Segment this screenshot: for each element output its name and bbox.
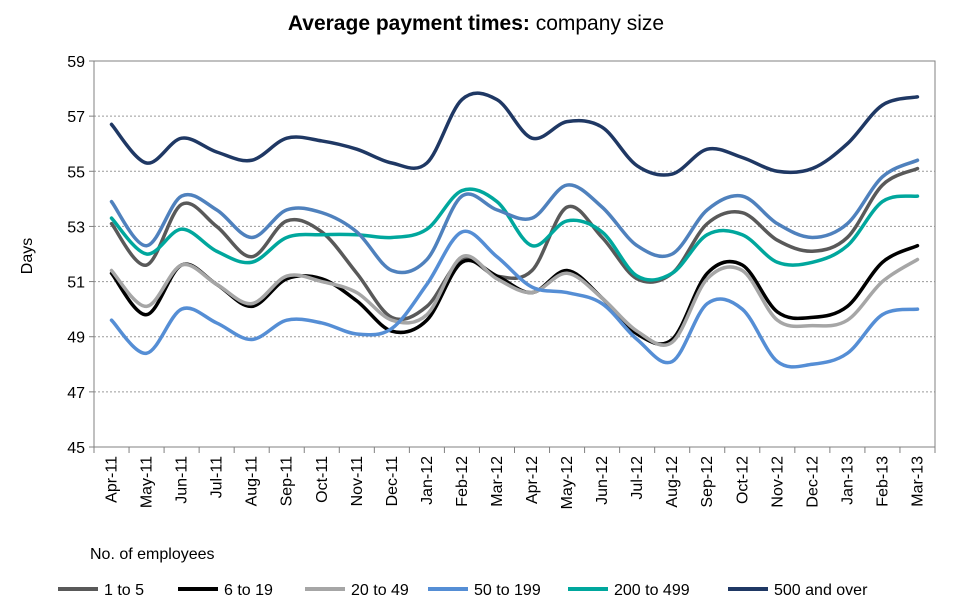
axes: 45 47 49 51 53 55 57 59 Apr-11 May-11 Jun-11 Jul-11… bbox=[67, 54, 936, 509]
x-tick-label: Jun-12 bbox=[594, 456, 611, 505]
x-tick-label: Apr-12 bbox=[524, 456, 541, 504]
y-tick-label: 51 bbox=[67, 275, 85, 292]
y-tick-label: 57 bbox=[67, 109, 85, 126]
x-tick-label: Feb-13 bbox=[874, 456, 891, 507]
y-tick-label: 59 bbox=[67, 54, 85, 71]
x-tick-label: Sep-11 bbox=[279, 456, 296, 507]
legend-label: 50 to 199 bbox=[474, 582, 541, 599]
y-tick-label: 49 bbox=[67, 330, 85, 347]
series-line-1 bbox=[109, 243, 920, 346]
series-line-0 bbox=[109, 166, 920, 322]
series-line-4 bbox=[109, 187, 920, 282]
x-tick-label: May-12 bbox=[559, 456, 576, 509]
y-tick-label: 55 bbox=[67, 164, 85, 181]
legend-item: 20 to 49 bbox=[305, 582, 409, 599]
legend-item: 6 to 19 bbox=[178, 582, 273, 599]
series-line-3 bbox=[109, 229, 920, 369]
x-tick-label: Nov-12 bbox=[769, 456, 786, 508]
x-tick-label: Mar-12 bbox=[489, 456, 506, 507]
chart-title-rest: company size bbox=[530, 12, 664, 35]
x-tick-label: Dec-12 bbox=[804, 456, 821, 508]
x-tick-label: Jan-12 bbox=[419, 456, 436, 505]
y-tick-label: 53 bbox=[67, 219, 85, 236]
x-tick-label: Mar-13 bbox=[909, 456, 926, 507]
x-tick-label: Sep-12 bbox=[699, 456, 716, 508]
y-axis-label: Days bbox=[19, 238, 36, 274]
x-tick-label: Aug-11 bbox=[244, 456, 261, 507]
legend-item: 500 and over bbox=[728, 582, 868, 599]
x-tick-label: Oct-12 bbox=[734, 456, 751, 504]
x-tick-label: May-11 bbox=[139, 456, 156, 508]
series-line-6 bbox=[109, 91, 920, 177]
x-tick-label: Apr-11 bbox=[104, 456, 121, 503]
x-tick-label: Dec-11 bbox=[384, 456, 401, 506]
legend-item: 1 to 5 bbox=[58, 582, 144, 599]
series-line-2 bbox=[109, 254, 920, 347]
legend: 1 to 5 6 to 19 20 to 49 50 to 199 200 to 499… bbox=[58, 582, 868, 599]
x-tick-label: Jul-11 bbox=[209, 456, 226, 498]
x-tick-label: Nov-11 bbox=[349, 456, 366, 506]
y-tick-label: 45 bbox=[67, 440, 85, 457]
series-lines bbox=[109, 91, 920, 369]
legend-label: 6 to 19 bbox=[224, 582, 273, 599]
legend-label: 500 and over bbox=[774, 582, 868, 599]
x-tick-label: Feb-12 bbox=[454, 456, 471, 507]
x-tick-label: Oct-11 bbox=[314, 456, 331, 503]
legend-label: 200 to 499 bbox=[614, 582, 690, 599]
legend-label: 1 to 5 bbox=[104, 582, 144, 599]
legend-label: 20 to 49 bbox=[351, 582, 409, 599]
series-line-5 bbox=[109, 158, 920, 275]
legend-item: 50 to 199 bbox=[428, 582, 541, 599]
chart-title: Average payment times: company size bbox=[288, 12, 664, 35]
x-tick-label: Jun-11 bbox=[174, 456, 191, 504]
legend-title: No. of employees bbox=[90, 546, 215, 563]
chart-title-bold: Average payment times: bbox=[288, 12, 530, 35]
y-tick-label: 47 bbox=[67, 385, 85, 402]
x-tick-label: Jan-13 bbox=[839, 456, 856, 505]
legend-item: 200 to 499 bbox=[568, 582, 690, 599]
x-tick-label: Aug-12 bbox=[664, 456, 681, 508]
x-tick-label: Jul-12 bbox=[629, 456, 646, 500]
